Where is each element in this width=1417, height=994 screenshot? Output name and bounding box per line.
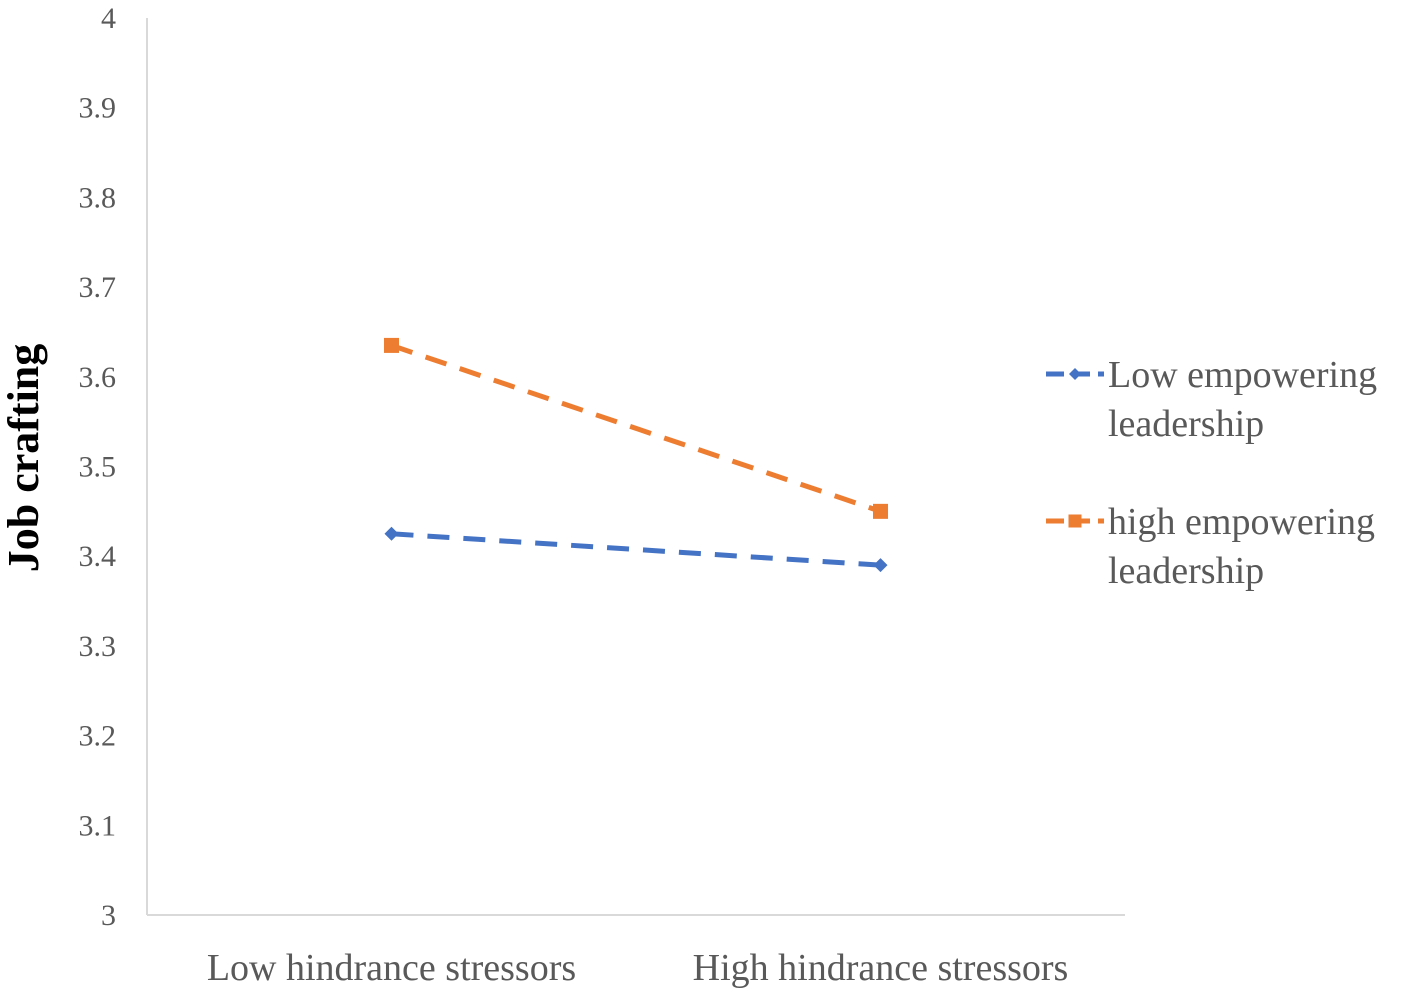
legend-label: leadership bbox=[1108, 550, 1264, 592]
y-tick-label: 3.4 bbox=[79, 540, 117, 573]
series-layer bbox=[384, 337, 888, 573]
y-tick-label: 3.3 bbox=[79, 630, 117, 663]
series-line bbox=[390, 343, 882, 514]
legend-label: high empowering bbox=[1108, 501, 1375, 543]
series-line bbox=[391, 531, 881, 568]
data-point bbox=[384, 526, 399, 541]
x-category-label: High hindrance stressors bbox=[693, 947, 1069, 989]
legend-label: leadership bbox=[1108, 403, 1264, 445]
legend-marker-swatch bbox=[1069, 368, 1081, 380]
plot-area: 3 3.1 3.2 3.3 3.4 3.5 3.6 3.7 3.8 3.9 4 Low hindra… bbox=[79, 2, 1125, 989]
data-point bbox=[873, 503, 888, 519]
y-tick-label: 3.2 bbox=[79, 720, 117, 753]
y-tick-label: 3.1 bbox=[79, 809, 117, 842]
y-axis-title: Job crafting bbox=[0, 344, 48, 573]
y-tick-label: 3 bbox=[101, 899, 116, 932]
y-tick-label: 3.9 bbox=[79, 92, 117, 125]
legend-label: Low empowering bbox=[1108, 354, 1377, 396]
x-category-label: Low hindrance stressors bbox=[207, 947, 576, 989]
legend-marker-swatch bbox=[1068, 514, 1082, 528]
y-tick-label: 3.8 bbox=[79, 181, 117, 214]
y-tick-labels: 3 3.1 3.2 3.3 3.4 3.5 3.6 3.7 3.8 3.9 4 bbox=[79, 2, 117, 932]
y-tick-label: 3.6 bbox=[79, 361, 117, 394]
data-point bbox=[384, 337, 399, 353]
y-tick-label: 4 bbox=[101, 2, 116, 35]
series-high-empowering bbox=[384, 337, 888, 519]
legend-item: high empowering leadership bbox=[1046, 501, 1375, 592]
y-tick-label: 3.7 bbox=[79, 271, 117, 304]
x-category-labels: Low hindrance stressors High hindrance st… bbox=[207, 947, 1069, 989]
legend-item: Low empowering leadership bbox=[1046, 354, 1377, 445]
series-low-empowering bbox=[384, 526, 888, 573]
legend: Low empowering leadership high empowering l… bbox=[1046, 354, 1377, 592]
y-tick-label: 3.5 bbox=[79, 451, 117, 484]
data-point bbox=[873, 558, 888, 573]
